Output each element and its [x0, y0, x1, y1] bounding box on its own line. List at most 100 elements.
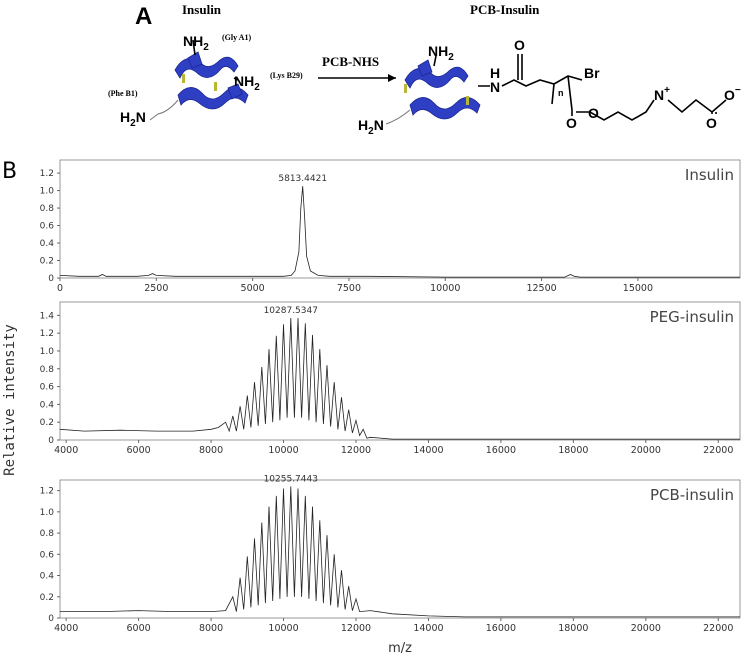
x-tick-label: 18000: [558, 623, 588, 634]
y-tick-label: 0.2: [40, 418, 54, 428]
atom-label: O: [514, 37, 525, 53]
chart-title: PCB-insulin: [650, 486, 734, 504]
y-tick-label: 0.8: [40, 204, 55, 214]
atom-sub: 2: [130, 118, 136, 129]
x-tick-label: 0: [57, 283, 63, 294]
y-tick-label: 1.2: [40, 487, 54, 497]
plot-frame: [59, 159, 741, 279]
y-tick-label: 1.2: [40, 329, 54, 339]
atom: O: [724, 87, 735, 103]
atom-label: O: [706, 115, 717, 131]
atom: N: [654, 87, 664, 103]
x-tick-label: 2500: [144, 283, 168, 294]
atom-label: O: [566, 115, 577, 131]
x-tick-label: 22000: [703, 445, 733, 456]
site-label: (Lys B29): [270, 71, 303, 80]
x-tick-label: 14000: [413, 623, 443, 634]
right-title: PCB-Insulin: [470, 2, 540, 17]
atom: N: [136, 109, 146, 125]
x-tick-label: 12500: [526, 283, 556, 294]
insulin-structure: [149, 39, 249, 121]
atom: NH: [183, 33, 203, 49]
x-tick-label: 8000: [199, 445, 223, 456]
atom-label: O−: [724, 85, 741, 103]
arrowhead: [388, 74, 396, 82]
x-tick-label: 12000: [341, 623, 371, 634]
reagent: PCB-NHS: [322, 54, 379, 69]
x-tick-label: 8000: [199, 623, 223, 634]
atom-sub: 2: [448, 52, 454, 63]
y-tick-label: 0: [48, 274, 54, 284]
y-tick-label: 0.4: [40, 400, 55, 410]
site-label: (Gly A1): [222, 33, 251, 42]
y-tick-label: 0.8: [40, 529, 55, 539]
atom: NH: [234, 73, 254, 89]
x-tick-label: 12000: [341, 445, 371, 456]
y-axis-label: Relative intensity: [2, 324, 18, 476]
y-tick-label: 1.0: [40, 508, 55, 518]
peak-label: 10287.5347: [264, 306, 318, 316]
x-tick-label: 22000: [703, 623, 733, 634]
y-tick-label: 1.2: [40, 169, 54, 179]
atom-label: H2N: [358, 117, 384, 137]
y-tick-label: 0.8: [40, 365, 55, 375]
x-tick-label: 5000: [241, 283, 265, 294]
x-tick-label: 4000: [54, 623, 78, 634]
atom: H: [120, 109, 130, 125]
atom-label: n: [558, 88, 564, 98]
x-tick-label: 14000: [413, 445, 443, 456]
left-title: Insulin: [182, 2, 222, 17]
atom-label: NH2: [428, 43, 454, 63]
x-tick-label: 4000: [54, 445, 78, 456]
spectrum-line: [59, 186, 740, 278]
atom-sub: 2: [368, 126, 374, 137]
x-tick-label: 6000: [127, 445, 151, 456]
x-tick-label: 16000: [486, 623, 516, 634]
x-tick-label: 15000: [623, 283, 653, 294]
atom-label: H: [490, 65, 500, 81]
y-tick-label: 1.0: [40, 187, 55, 197]
atom-sub: +: [664, 85, 670, 96]
y-tick-label: 0: [48, 436, 54, 446]
atom-sub: 2: [203, 42, 209, 53]
atom: NH: [428, 43, 448, 59]
spectrum-line: [60, 486, 740, 618]
atom-label: N: [490, 79, 500, 95]
y-tick-label: 0.6: [40, 550, 55, 560]
plot-frame: [59, 301, 741, 441]
x-tick-label: 18000: [558, 445, 588, 456]
x-axis-label: m/z: [388, 641, 412, 656]
site-label: (Phe B1): [108, 89, 138, 98]
atom-label: Br: [584, 65, 600, 81]
atom-sub: −: [735, 85, 741, 96]
x-tick-label: 10000: [268, 623, 298, 634]
x-tick-label: 7500: [337, 283, 361, 294]
y-tick-label: 0.4: [40, 572, 55, 582]
chart-title: PEG-insulin: [650, 308, 734, 326]
pcb-insulin-structure: [385, 54, 727, 125]
spectrum-line: [59, 317, 740, 440]
x-tick-label: 20000: [631, 623, 661, 634]
atom-label: N+: [654, 85, 670, 103]
y-tick-label: 0: [48, 614, 54, 624]
atom: H: [358, 117, 368, 133]
y-tick-label: 0.4: [40, 239, 55, 249]
atom: N: [374, 117, 384, 133]
peak-label: 10255.7443: [264, 474, 318, 484]
x-tick-label: 10000: [430, 283, 460, 294]
y-tick-label: 1.4: [40, 311, 55, 321]
y-tick-label: 0.2: [40, 593, 54, 603]
y-tick-label: 0.6: [40, 222, 55, 232]
x-tick-label: 10000: [268, 445, 298, 456]
y-tick-label: 1.0: [40, 347, 55, 357]
y-tick-label: 0.2: [40, 257, 54, 267]
plot-frame: [59, 479, 741, 619]
atom-sub: 2: [254, 82, 260, 93]
atom-label: NH2: [183, 33, 209, 53]
y-tick-label: 0.6: [40, 383, 55, 393]
atom-label: H2N: [120, 109, 146, 129]
atom-label: NH2: [234, 73, 260, 93]
panel-label: B: [2, 159, 17, 184]
peak-label: 5813.4421: [278, 174, 327, 184]
